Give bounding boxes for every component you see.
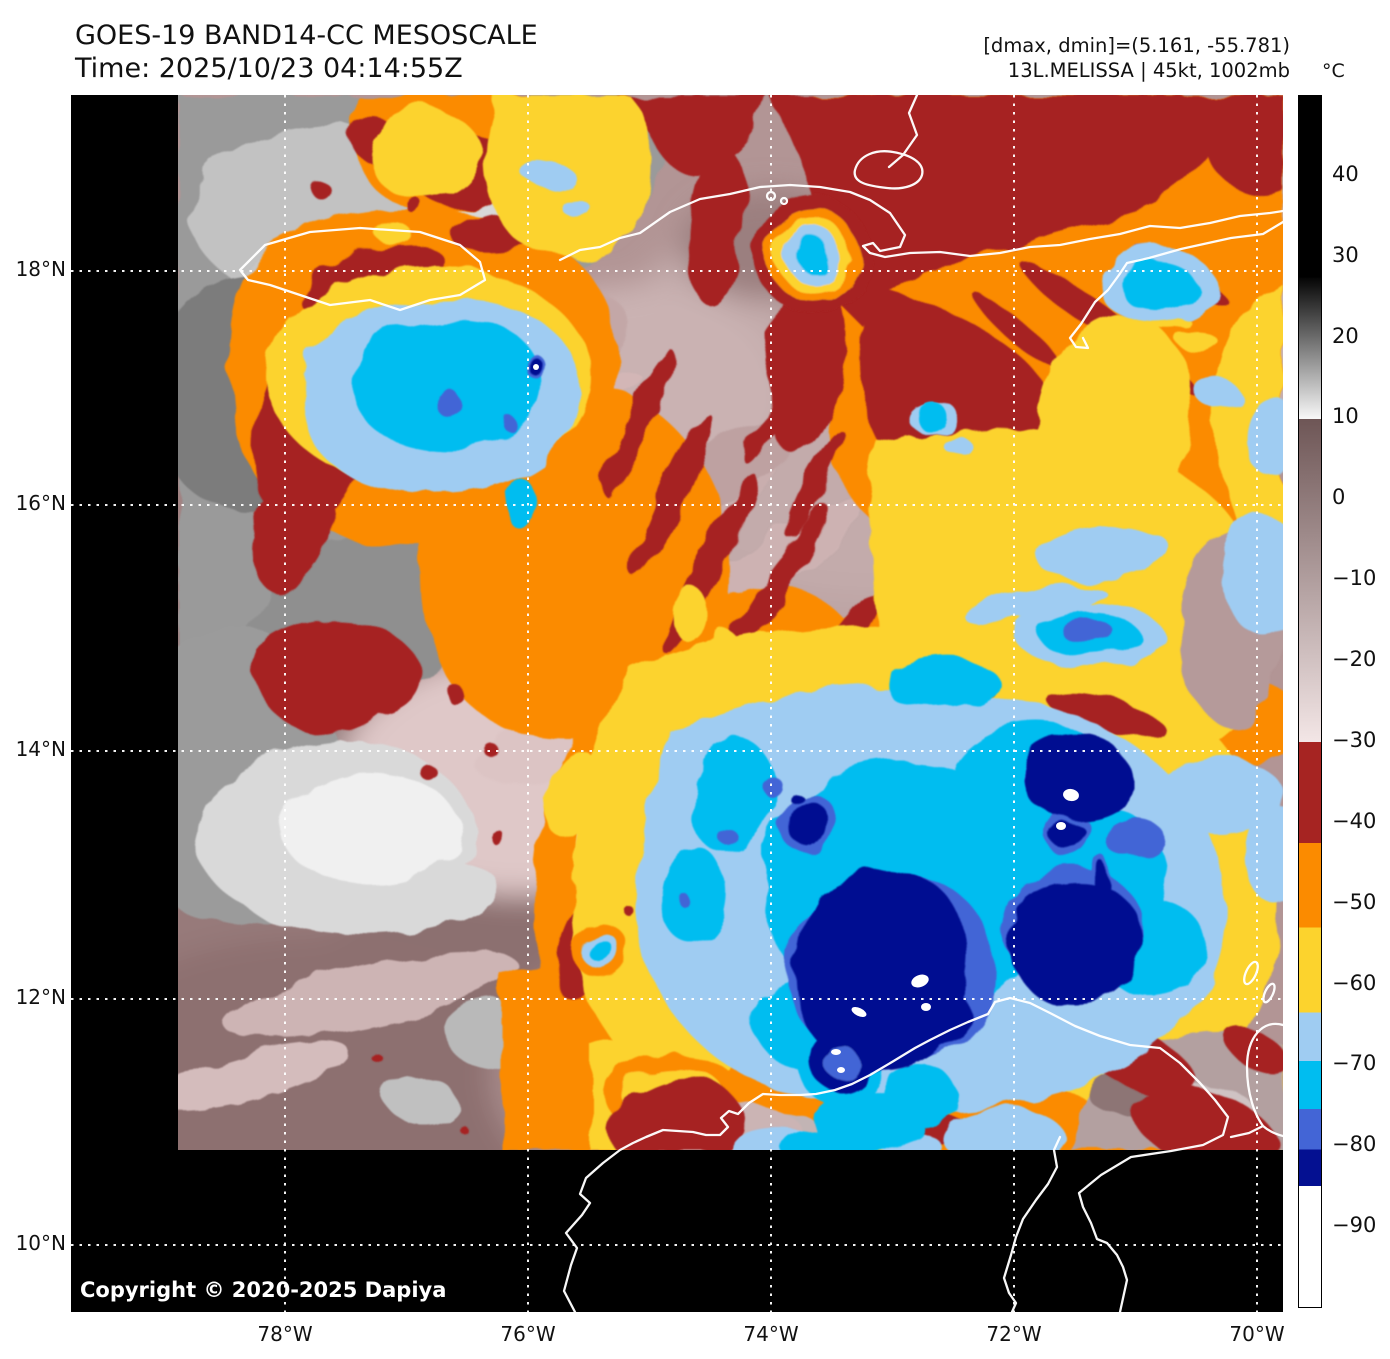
lat-label: 16°N bbox=[0, 491, 66, 515]
storm-status: 13L.MELISSA | 45kt, 1002mb bbox=[1008, 59, 1290, 82]
colorbar-tick-label: −40 bbox=[1332, 809, 1376, 833]
colorbar-unit-label: °C bbox=[1322, 60, 1345, 82]
lon-label: 74°W bbox=[726, 1322, 816, 1346]
colorbar-tick-label: 10 bbox=[1332, 404, 1359, 428]
colorbar-tick-label: −60 bbox=[1332, 971, 1376, 995]
colorbar-tick-label: 30 bbox=[1332, 243, 1359, 267]
map-plot: Copyright © 2020-2025 Dapiya bbox=[71, 95, 1283, 1312]
colorbar-tick-label: 40 bbox=[1332, 162, 1359, 186]
cold-spot-rings bbox=[755, 197, 871, 313]
colorbar-tick-label: −10 bbox=[1332, 566, 1376, 590]
satellite-figure: GOES-19 BAND14-CC MESOSCALE Time: 2025/1… bbox=[0, 0, 1390, 1359]
colorbar-tick-label: −80 bbox=[1332, 1132, 1376, 1156]
timestamp: Time: 2025/10/23 04:14:55Z bbox=[75, 53, 463, 84]
colorbar-tick-label: 0 bbox=[1332, 485, 1345, 509]
lon-label: 70°W bbox=[1212, 1322, 1302, 1346]
lat-label: 12°N bbox=[0, 985, 66, 1009]
colorbar bbox=[1298, 95, 1322, 1308]
satellite-data-region bbox=[71, 95, 1283, 1255]
lon-label: 78°W bbox=[240, 1322, 330, 1346]
colorbar-tick-label: 20 bbox=[1332, 324, 1359, 348]
colorbar-tick-label: −20 bbox=[1332, 647, 1376, 671]
lat-label: 14°N bbox=[0, 737, 66, 761]
dmax-dmin-readout: [dmax, dmin]=(5.161, -55.781) bbox=[983, 34, 1290, 57]
lon-label: 76°W bbox=[483, 1322, 573, 1346]
colorbar-tick-label: −50 bbox=[1332, 890, 1376, 914]
satellite-image bbox=[71, 95, 1283, 1312]
colorbar-tick-label: −90 bbox=[1332, 1213, 1376, 1237]
colorbar-tick-label: −30 bbox=[1332, 728, 1376, 752]
lon-label: 72°W bbox=[969, 1322, 1059, 1346]
lat-label: 18°N bbox=[0, 257, 66, 281]
copyright-notice: Copyright © 2020-2025 Dapiya bbox=[80, 1278, 446, 1302]
page-title: GOES-19 BAND14-CC MESOSCALE bbox=[75, 20, 538, 51]
colorbar-tick-label: −70 bbox=[1332, 1051, 1376, 1075]
lat-label: 10°N bbox=[0, 1231, 66, 1255]
